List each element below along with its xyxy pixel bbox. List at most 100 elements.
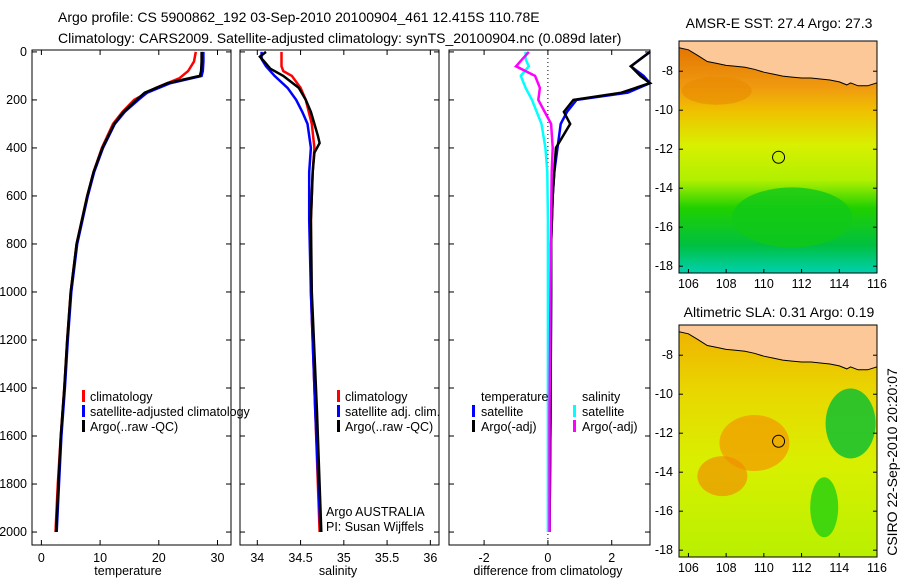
legend-label: climatology xyxy=(90,390,153,404)
low-sla-anomaly xyxy=(810,477,839,538)
float-location-marker xyxy=(772,434,786,448)
y-tick-label: 1800 xyxy=(0,477,27,491)
argo-program-annotation: Argo AUSTRALIA xyxy=(326,505,425,519)
y-tick-label: -12 xyxy=(655,426,673,440)
legend-label: Argo(-adj) xyxy=(582,420,638,434)
sla-map-title: Altimetric SLA: 0.31 Argo: 0.19 xyxy=(684,304,875,320)
y-tick-label: -8 xyxy=(662,64,673,78)
map-frame xyxy=(678,40,878,274)
y-tick-label: 400 xyxy=(6,141,27,155)
salinity-xlabel: salinity xyxy=(319,564,358,578)
legend-swatch-argo xyxy=(337,420,340,432)
legend-swatch-satellite xyxy=(82,405,85,417)
high-sla-anomaly xyxy=(719,414,790,471)
series-line-argo-raw-qc- xyxy=(54,51,203,533)
y-tick-label: 1200 xyxy=(0,333,27,347)
plot-frame xyxy=(239,49,440,546)
sla-map-panel: 106 108 110 112 114 116 -8 -10 -12 -14 -16 -18 xyxy=(655,324,887,575)
x-tick-label: 114 xyxy=(829,277,849,291)
sst-map-title: AMSR-E SST: 27.4 Argo: 27.3 xyxy=(686,15,873,31)
legend-swatch-climatology xyxy=(82,390,85,402)
x-tick-label: 110 xyxy=(754,277,774,291)
title-line-2: Climatology: CARS2009. Satellite-adjuste… xyxy=(58,30,621,46)
legend-label: climatology xyxy=(345,390,408,404)
x-tick-label: 2 xyxy=(608,551,615,565)
legend-label: satellite-adjusted climatology xyxy=(90,405,251,419)
map-image xyxy=(679,41,877,273)
y-tick-label: -18 xyxy=(655,259,673,273)
y-tick-label: -10 xyxy=(655,387,673,401)
low-sla-anomaly xyxy=(825,388,876,459)
legend-label: Argo(..raw -QC) xyxy=(345,420,433,434)
x-tick-label: 112 xyxy=(792,277,812,291)
salinity-panel: 34 34.5 35 35.5 36 xyxy=(239,49,440,565)
y-tick-label: 1600 xyxy=(0,429,27,443)
cool-anomaly xyxy=(732,187,853,248)
y-tick-label: -14 xyxy=(655,465,673,479)
x-tick-label: 108 xyxy=(716,277,737,291)
temperature-legend: climatology satellite-adjusted climatolo… xyxy=(82,390,251,434)
x-tick-label: 34 xyxy=(250,551,264,565)
high-sla-anomaly xyxy=(697,456,748,497)
legend-swatch-satellite xyxy=(337,405,340,417)
java-landmass xyxy=(679,41,877,87)
x-tick-label: 30 xyxy=(211,551,225,565)
y-tick-label: -8 xyxy=(662,348,673,362)
y-tick-label: 1000 xyxy=(0,285,27,299)
sst-map-panel: 106 108 110 112 114 116 -8 -10 -12 -14 -16 -18 xyxy=(655,40,887,291)
x-tick-label: 108 xyxy=(716,561,737,575)
x-tick-label: 36 xyxy=(423,551,437,565)
x-tick-label: 106 xyxy=(678,277,699,291)
x-tick-label: -2 xyxy=(479,551,490,565)
x-tick-label: 10 xyxy=(93,551,107,565)
legend-label: satellite adj. clim. xyxy=(345,405,440,419)
warm-anomaly xyxy=(681,76,752,105)
salinity-legend: climatology satellite adj. clim. Argo(..… xyxy=(326,390,440,534)
legend-swatch-argo xyxy=(82,420,85,432)
y-tick-label: -10 xyxy=(655,103,673,117)
legend-label: Argo(-adj) xyxy=(481,420,537,434)
legend-heading-salinity: salinity xyxy=(582,390,621,404)
y-tick-label: 800 xyxy=(6,237,27,251)
x-tick-label: 35.5 xyxy=(375,551,399,565)
x-tick-label: 20 xyxy=(152,551,166,565)
x-tick-label: 35 xyxy=(337,551,351,565)
y-tick-label: -16 xyxy=(655,504,673,518)
series-line-salinity-argo-adj- xyxy=(513,51,554,532)
x-tick-label: 106 xyxy=(678,561,699,575)
legend-label: satellite xyxy=(582,405,624,419)
plot-frame xyxy=(31,49,232,546)
x-tick-label: 116 xyxy=(867,277,887,291)
difference-xlabel: difference from climatology xyxy=(473,564,623,578)
legend-swatch-temp-argo xyxy=(472,420,475,432)
series-line-argo-raw-qc- xyxy=(258,50,323,533)
y-tick-label: -18 xyxy=(655,543,673,557)
y-tick-label: 200 xyxy=(6,93,27,107)
x-tick-label: 116 xyxy=(867,561,887,575)
legend-swatch-sal-satellite xyxy=(573,405,576,417)
difference-legend: temperature satellite Argo(-adj) salinit… xyxy=(472,390,638,434)
map-frame xyxy=(678,324,878,558)
x-tick-label: 0 xyxy=(38,551,45,565)
y-tick-label: -16 xyxy=(655,220,673,234)
y-tick-label: 600 xyxy=(6,189,27,203)
legend-label: Argo(..raw -QC) xyxy=(90,420,178,434)
x-tick-label: 0 xyxy=(544,551,551,565)
x-tick-label: 114 xyxy=(829,561,849,575)
legend-label: satellite xyxy=(481,405,523,419)
difference-panel: -2 0 2 xyxy=(448,49,653,565)
y-tick-label: 2000 xyxy=(0,525,27,539)
float-location-marker xyxy=(772,150,786,164)
temperature-xlabel: temperature xyxy=(94,564,161,578)
y-tick-label: 0 xyxy=(20,45,27,59)
x-tick-label: 34.5 xyxy=(288,551,312,565)
x-tick-label: 112 xyxy=(792,561,812,575)
footer-credit: CSIRO 22-Sep-2010 20:20:07 xyxy=(884,368,900,556)
y-tick-label: -14 xyxy=(655,181,673,195)
java-landmass xyxy=(679,325,877,371)
temperature-panel: 0 10 20 30 0 200 400 600 800 1000 1200 1400 1600 1800… xyxy=(0,45,232,565)
legend-swatch-sal-argo xyxy=(573,420,576,432)
legend-swatch-climatology xyxy=(337,390,340,402)
pi-annotation: PI: Susan Wijffels xyxy=(326,520,424,534)
